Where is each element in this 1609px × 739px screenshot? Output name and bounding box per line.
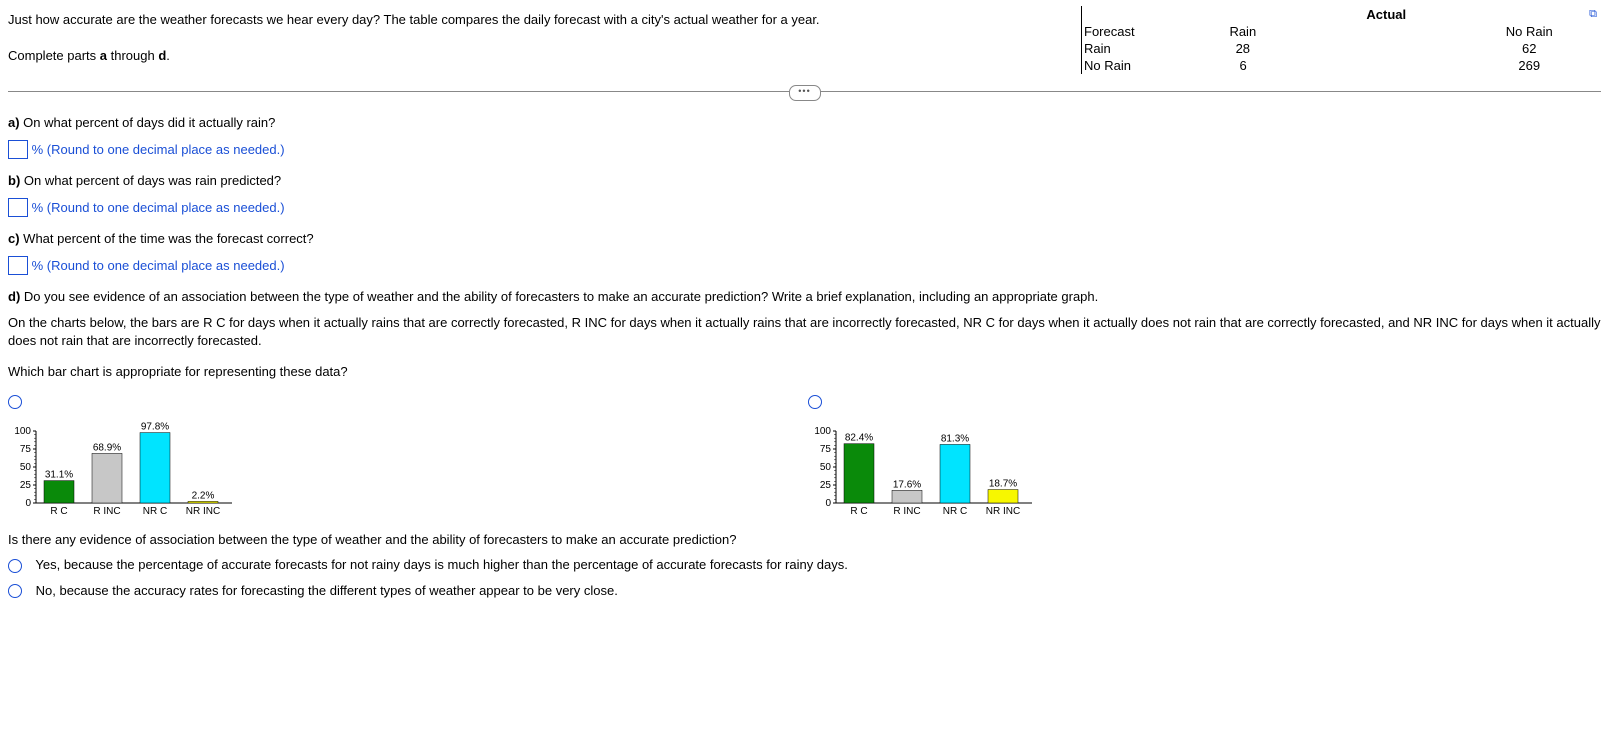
radio-opt-2[interactable] [8, 584, 22, 598]
bar-r-c [844, 444, 874, 503]
question-a: a) On what percent of days did it actual… [8, 115, 1601, 130]
bar-r-inc [892, 490, 922, 503]
svg-text:75: 75 [20, 444, 32, 455]
svg-text:81.3%: 81.3% [941, 433, 969, 444]
opt-1-text: Yes, because the percentage of accurate … [35, 557, 847, 572]
answer-option-1: Yes, because the percentage of accurate … [8, 557, 1601, 573]
chart-option-a: 0 25 50 75 100 31.1% R C 68.9% R INC 97.8% NR C 2.2… [8, 393, 748, 520]
svg-text:100: 100 [814, 426, 831, 437]
svg-text:68.9%: 68.9% [93, 442, 121, 453]
svg-text:0: 0 [825, 498, 831, 509]
input-c[interactable] [8, 256, 28, 275]
svg-text:NR INC: NR INC [986, 506, 1020, 517]
svg-text:NR C: NR C [943, 506, 967, 517]
bar-nr-c [140, 433, 170, 503]
svg-text:75: 75 [820, 444, 832, 455]
svg-text:NR C: NR C [143, 506, 167, 517]
radio-chart-a[interactable] [8, 395, 22, 409]
bar-nr-inc [988, 489, 1018, 502]
answer-option-2: No, because the accuracy rates for forec… [8, 583, 1601, 599]
opt-2-text: No, because the accuracy rates for forec… [36, 583, 618, 598]
bar-r-inc [92, 453, 122, 503]
table-cell-2-1: 6 [1172, 57, 1315, 74]
bar-r-c [44, 481, 74, 503]
svg-text:50: 50 [20, 462, 32, 473]
svg-text:R INC: R INC [93, 506, 120, 517]
svg-text:100: 100 [14, 426, 31, 437]
chart-option-b: 0 25 50 75 100 82.4% R C 17.6% R INC 81.3% NR C 18.… [808, 393, 1548, 520]
table-cell-1-2: 62 [1458, 40, 1601, 57]
table-row-stub: Forecast [1082, 23, 1172, 40]
svg-text:R C: R C [50, 506, 67, 517]
hint-b: % (Round to one decimal place as needed.… [32, 200, 285, 215]
svg-text:25: 25 [820, 480, 832, 491]
svg-text:R INC: R INC [893, 506, 920, 517]
bar-chart: 0 25 50 75 100 31.1% R C 68.9% R INC 97.8% NR C 2.2… [6, 417, 236, 517]
svg-text:R C: R C [850, 506, 867, 517]
svg-text:18.7%: 18.7% [989, 478, 1017, 489]
hint-c: % (Round to one decimal place as needed.… [32, 258, 285, 273]
question-d: d) Do you see evidence of an association… [8, 289, 1601, 304]
chart-question: Which bar chart is appropriate for repre… [8, 364, 1601, 379]
problem-prompt: Just how accurate are the weather foreca… [8, 6, 1081, 81]
input-b[interactable] [8, 198, 28, 217]
svg-text:97.8%: 97.8% [141, 422, 169, 433]
table-col-2: No Rain [1458, 23, 1601, 40]
table-row-1-label: Rain [1082, 40, 1172, 57]
collapse-icon[interactable]: ••• [789, 85, 821, 101]
svg-text:82.4%: 82.4% [845, 433, 873, 444]
expand-icon[interactable]: ⧉ [1589, 8, 1597, 21]
radio-opt-1[interactable] [8, 559, 22, 573]
svg-text:25: 25 [20, 480, 32, 491]
prompt-line-1: Just how accurate are the weather foreca… [8, 10, 1061, 30]
table-cell-1-1: 28 [1172, 40, 1315, 57]
question-c: c) What percent of the time was the fore… [8, 231, 1601, 246]
bar-chart: 0 25 50 75 100 82.4% R C 17.6% R INC 81.3% NR C 18.… [806, 417, 1036, 517]
svg-text:2.2%: 2.2% [192, 490, 215, 501]
svg-text:NR INC: NR INC [186, 506, 220, 517]
svg-text:17.6%: 17.6% [893, 479, 921, 490]
hint-a: % (Round to one decimal place as needed.… [32, 142, 285, 157]
table-row-2-label: No Rain [1082, 57, 1172, 74]
table-cell-2-2: 269 [1458, 57, 1601, 74]
svg-text:31.1%: 31.1% [45, 470, 73, 481]
prompt-line-2: Complete parts a through d. [8, 46, 1061, 66]
svg-text:0: 0 [25, 498, 31, 509]
svg-text:50: 50 [820, 462, 832, 473]
question-b: b) On what percent of days was rain pred… [8, 173, 1601, 188]
bar-nr-inc [188, 501, 218, 503]
bar-nr-c [940, 444, 970, 503]
radio-chart-b[interactable] [808, 395, 822, 409]
table-super-header: Actual [1366, 7, 1406, 22]
followup-question: Is there any evidence of association bet… [8, 532, 1601, 547]
table-col-1: Rain [1172, 23, 1315, 40]
contingency-table: ⧉ Actual Forecast Rain No Rain Rain 28 6… [1081, 6, 1601, 74]
chart-explanation: On the charts below, the bars are R C fo… [8, 314, 1601, 350]
input-a[interactable] [8, 140, 28, 159]
